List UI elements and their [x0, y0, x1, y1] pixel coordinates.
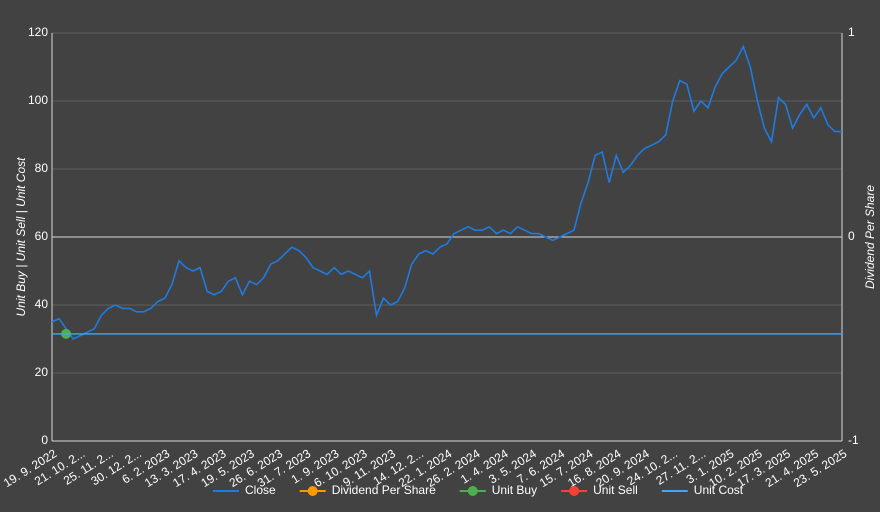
y2-tick-label: -1	[848, 433, 859, 447]
legend: Close Dividend Per Share Unit Buy Unit Sell…	[213, 483, 744, 497]
y-tick-label: 60	[35, 229, 49, 243]
y-tick-label: 20	[35, 365, 49, 379]
legend-marker	[569, 486, 580, 496]
y2-axis-title: Dividend Per Share	[863, 185, 877, 289]
series-line	[51, 44, 842, 341]
legend-marker	[307, 486, 318, 496]
y2-tick-label: 1	[848, 25, 855, 39]
legend-label: Unit Buy	[492, 483, 537, 497]
legend-marker	[467, 486, 478, 496]
y2-tick-label: 0	[848, 229, 855, 243]
y-tick-label: 80	[35, 161, 49, 175]
legend-label: Close	[245, 483, 276, 497]
y-tick-label: 40	[35, 297, 49, 311]
legend-label: Unit Cost	[694, 483, 744, 497]
y-axis-title: Unit Buy | Unit Sell | Unit Cost	[14, 157, 28, 317]
legend-label: Dividend Per Share	[332, 483, 436, 497]
legend-label: Unit Sell	[593, 483, 638, 497]
y-tick-label: 100	[28, 93, 48, 107]
y-tick-label: 0	[41, 433, 48, 447]
y-tick-label: 120	[28, 25, 48, 39]
